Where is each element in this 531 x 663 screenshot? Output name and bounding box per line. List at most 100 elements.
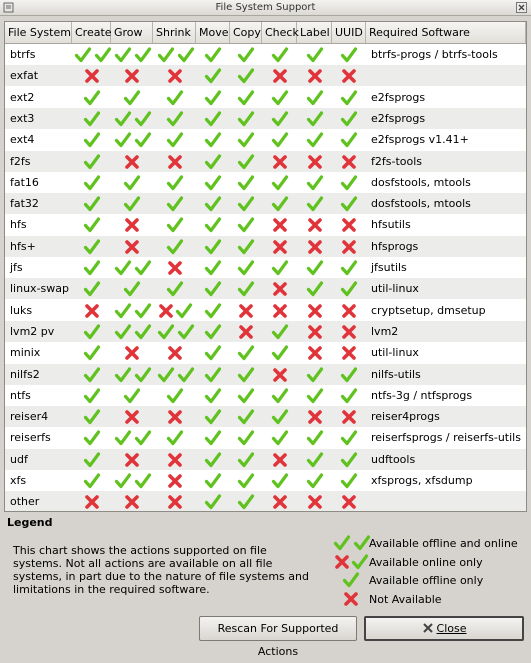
check-icon bbox=[83, 281, 101, 297]
label-status bbox=[297, 470, 332, 491]
copy-status bbox=[230, 300, 262, 321]
move-status bbox=[196, 342, 230, 363]
check-status bbox=[262, 278, 297, 299]
column-header[interactable]: File System bbox=[5, 22, 72, 43]
fs-name: fat16 bbox=[10, 175, 39, 189]
cross-icon bbox=[308, 69, 322, 84]
cross-icon bbox=[239, 325, 253, 339]
check-icon bbox=[237, 217, 255, 233]
grow-status bbox=[111, 108, 153, 129]
check-icon bbox=[351, 553, 369, 569]
fs-name: other bbox=[10, 495, 40, 509]
check-status bbox=[262, 129, 297, 150]
shrink-status bbox=[153, 364, 196, 385]
column-header[interactable]: Copy bbox=[230, 22, 262, 43]
check-icon bbox=[237, 89, 255, 105]
check-icon bbox=[204, 47, 222, 63]
label-status bbox=[297, 300, 332, 321]
check-icon bbox=[306, 132, 324, 148]
cross-icon bbox=[335, 554, 349, 569]
fs-name: ntfs bbox=[10, 388, 31, 402]
column-header[interactable]: Required Software bbox=[366, 22, 526, 43]
close-button-label: Close bbox=[436, 622, 467, 635]
cross-icon bbox=[125, 69, 139, 84]
required-software: reiserfsprogs / reiserfs-utils bbox=[371, 431, 521, 445]
check-icon bbox=[237, 153, 255, 169]
table-row: udf udftools bbox=[5, 448, 526, 470]
cross-icon bbox=[342, 303, 356, 318]
label-status bbox=[297, 364, 332, 385]
grow-status bbox=[111, 470, 153, 491]
grow-status bbox=[111, 87, 153, 108]
shrink-status bbox=[153, 87, 196, 108]
table-row: hfs+ hfsprogs bbox=[5, 235, 526, 257]
check-icon bbox=[271, 430, 289, 446]
check-icon bbox=[83, 111, 101, 126]
create-status bbox=[72, 449, 111, 470]
fs-name: luks bbox=[10, 303, 33, 317]
check-status bbox=[262, 364, 297, 385]
check-icon bbox=[166, 217, 184, 233]
table-row: other bbox=[5, 491, 526, 511]
check-icon bbox=[134, 473, 152, 489]
legend-label: Not Available bbox=[369, 592, 442, 606]
check-icon bbox=[83, 153, 101, 169]
column-header[interactable]: Move bbox=[196, 22, 230, 43]
column-header[interactable]: Create bbox=[72, 22, 112, 43]
grow-status bbox=[111, 129, 153, 150]
move-status bbox=[196, 406, 230, 427]
column-header[interactable]: Shrink bbox=[153, 22, 196, 43]
check-icon bbox=[271, 260, 289, 276]
required-software: util-linux bbox=[371, 346, 419, 360]
uuid-status bbox=[332, 470, 366, 491]
grow-status bbox=[111, 236, 153, 257]
check-icon bbox=[177, 366, 195, 382]
window-close-icon[interactable] bbox=[516, 2, 527, 13]
fs-name: xfs bbox=[10, 474, 27, 487]
grow-status bbox=[111, 278, 153, 299]
check-icon bbox=[340, 111, 358, 126]
table-row: linux-swap util-linux bbox=[5, 278, 526, 300]
copy-status bbox=[230, 151, 262, 172]
check-icon bbox=[340, 132, 358, 148]
check-icon bbox=[204, 260, 222, 276]
cross-icon bbox=[85, 69, 99, 84]
check-icon bbox=[114, 324, 132, 339]
shrink-status bbox=[153, 342, 196, 363]
label-status bbox=[297, 427, 332, 448]
window-menu-icon[interactable] bbox=[3, 2, 14, 13]
check-icon bbox=[166, 196, 184, 212]
shrink-status bbox=[153, 236, 196, 257]
column-header[interactable]: Label bbox=[297, 22, 332, 43]
cross-icon bbox=[168, 154, 182, 169]
check-icon bbox=[204, 452, 222, 467]
column-header[interactable]: Grow bbox=[111, 22, 153, 43]
required-software: hfsprogs bbox=[371, 239, 419, 253]
uuid-status bbox=[332, 449, 366, 470]
label-status bbox=[297, 342, 332, 363]
create-status bbox=[72, 44, 112, 65]
uuid-status bbox=[332, 406, 366, 427]
check-icon bbox=[114, 111, 132, 126]
move-status bbox=[196, 129, 230, 150]
copy-status bbox=[230, 364, 262, 385]
legend-icon-both bbox=[333, 534, 371, 552]
cross-icon bbox=[159, 303, 173, 318]
close-button[interactable]: Close bbox=[364, 616, 524, 641]
check-icon bbox=[271, 111, 289, 126]
column-header[interactable]: UUID bbox=[332, 22, 366, 43]
required-software: dosfstools, mtools bbox=[371, 197, 471, 211]
uuid-status bbox=[332, 236, 366, 257]
check-icon bbox=[306, 430, 324, 446]
check-icon bbox=[237, 132, 255, 148]
check-icon bbox=[271, 132, 289, 148]
uuid-status bbox=[332, 44, 366, 65]
column-header[interactable]: Check bbox=[262, 22, 299, 43]
required-software: xfsprogs, xfsdump bbox=[371, 474, 473, 487]
rescan-button[interactable]: Rescan For Supported Actions bbox=[199, 616, 357, 658]
check-icon bbox=[157, 47, 175, 63]
check-icon bbox=[204, 281, 222, 297]
check-status bbox=[262, 172, 297, 193]
check-icon bbox=[166, 132, 184, 148]
table-row: minix util-linux bbox=[5, 342, 526, 364]
